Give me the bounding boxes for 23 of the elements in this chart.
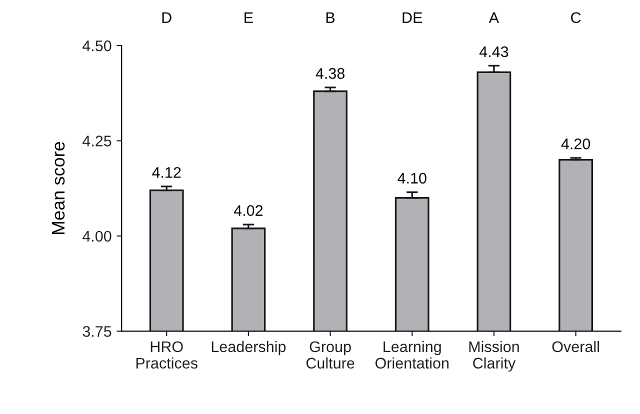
text: D (162, 12, 172, 23)
data-label: 4.38 (316, 68, 344, 79)
x-tick-label: HRO Practices (136, 341, 198, 369)
text: A (488, 12, 500, 23)
data-label: 4.02 (234, 205, 263, 216)
x-tick-label: Mission Clarity (469, 340, 519, 372)
data-label: 4.20 (561, 138, 590, 150)
text: B (326, 12, 335, 23)
y-axis-title: Mean score (52, 142, 65, 234)
x-tick-label: Overall (552, 340, 599, 352)
y-tick-label: 4.00 (82, 230, 112, 242)
x-tick-label: Group Culture (306, 341, 354, 369)
data-label: 4.43 (479, 46, 508, 58)
data-label: 4.12 (152, 167, 181, 178)
y-tick-label: 3.75 (82, 326, 112, 337)
data-label: 4.10 (398, 172, 426, 184)
text: DE (402, 12, 422, 23)
text: C (571, 12, 581, 24)
text: E (244, 12, 253, 23)
y-tick-label: 4.50 (82, 40, 112, 52)
x-tick-label: Leadership (212, 340, 286, 356)
x-tick-label: Learning Orientation (375, 340, 448, 369)
y-tick-label: 4.25 (82, 136, 112, 146)
